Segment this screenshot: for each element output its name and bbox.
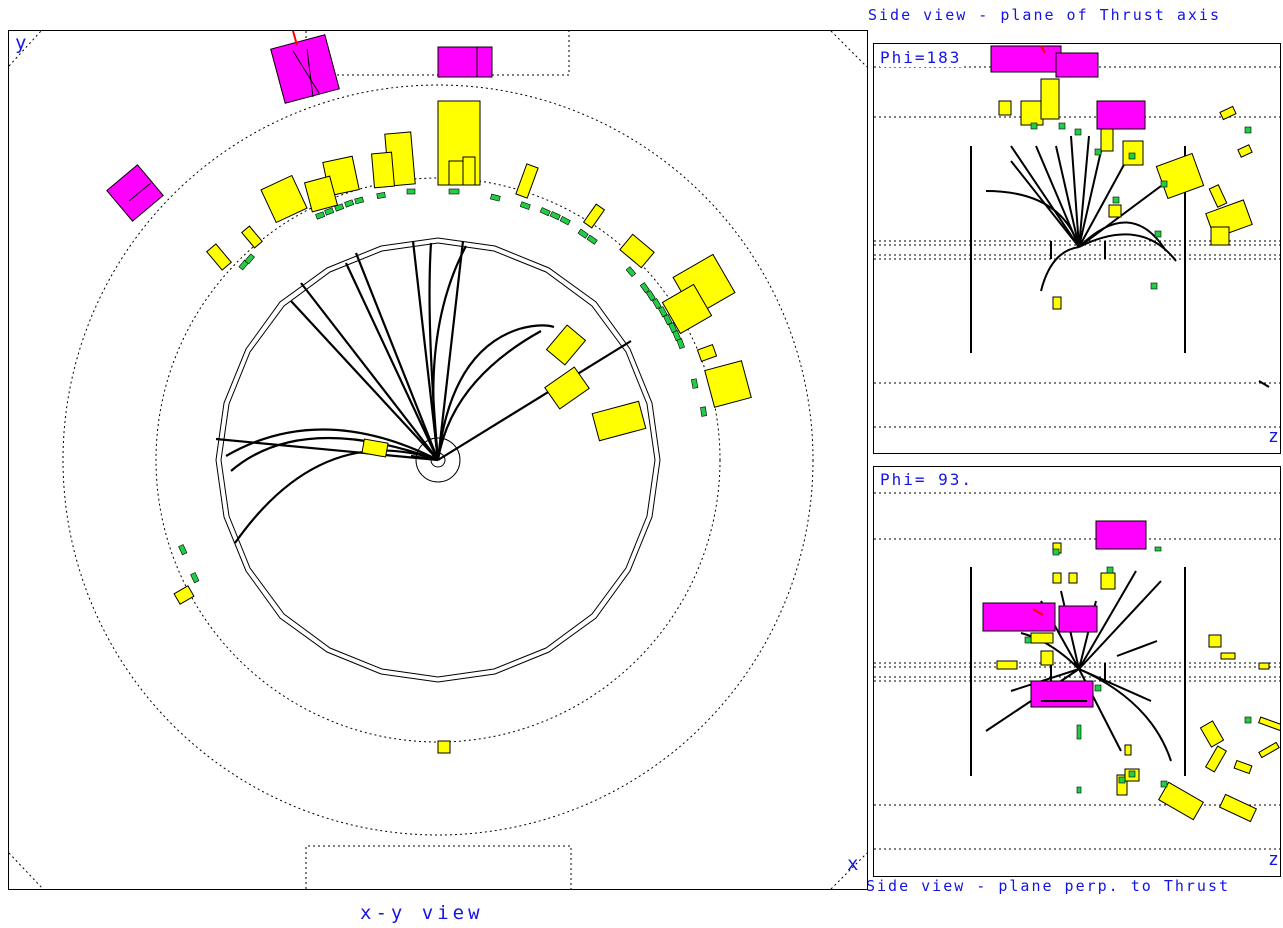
side-view-thrust-panel[interactable]: Phi=183 z [873, 43, 1281, 454]
bottom-right-title: Side view - plane perp. to Thrust [866, 877, 1231, 895]
chamber-polygon [215, 237, 661, 683]
charged-tracks [215, 240, 632, 544]
axis-z-top-label: z [1268, 426, 1281, 447]
main-view-caption: x-y view [360, 902, 484, 924]
xy-view-panel[interactable]: y x [8, 30, 868, 890]
top-right-title: Side view - plane of Thrust axis [868, 6, 1221, 24]
phi-bottom-label: Phi= 93. [880, 470, 974, 489]
hadronic-towers [106, 34, 493, 222]
em-towers [173, 100, 752, 754]
side-view-perp-drawing [874, 492, 1280, 850]
axis-z-bottom-label: z [1268, 849, 1281, 870]
axis-y-label: y [15, 32, 29, 54]
axis-x-label: x [847, 853, 861, 875]
side-view-thrust-drawing [874, 45, 1280, 428]
green-hits [178, 188, 708, 584]
phi-top-label: Phi=183 [880, 48, 962, 67]
xy-view-drawing [9, 31, 867, 889]
side-view-perp-panel[interactable]: Phi= 93. z [873, 466, 1281, 877]
